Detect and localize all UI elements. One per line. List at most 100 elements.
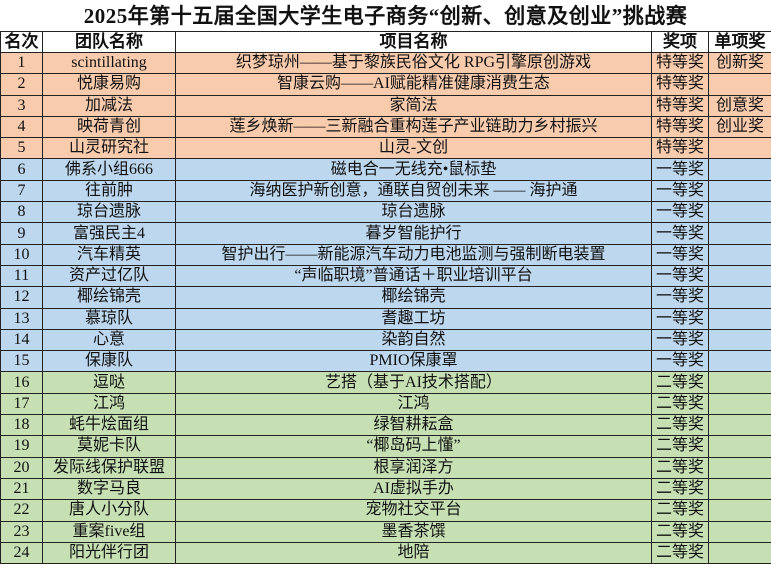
header-special[interactable]: 单项奖 (708, 31, 771, 53)
team-cell[interactable]: 重案five组 (42, 520, 176, 543)
project-cell[interactable]: 根享润泽方 (175, 456, 652, 479)
project-cell[interactable]: 宠物社交平台 (175, 499, 652, 522)
special-award-cell[interactable] (708, 73, 771, 96)
project-cell[interactable]: 暮岁智能护行 (175, 222, 652, 245)
team-cell[interactable]: 江鸿 (42, 392, 176, 416)
project-cell[interactable]: 琼台遗脉 (175, 201, 652, 224)
team-cell[interactable]: scintillating (42, 51, 176, 75)
award-cell[interactable]: 一等奖 (651, 264, 709, 288)
rank-cell[interactable]: 13 (0, 307, 43, 330)
rank-cell[interactable]: 14 (0, 328, 43, 352)
team-cell[interactable]: 往前肿 (42, 179, 176, 203)
rank-cell[interactable]: 3 (0, 94, 43, 117)
award-cell[interactable]: 二等奖 (651, 520, 709, 543)
project-cell[interactable]: 海纳医护新创意，通联自贸创未来 —— 海护通 (175, 179, 652, 203)
project-cell[interactable]: 山灵-文创 (175, 137, 652, 160)
award-cell[interactable]: 二等奖 (651, 499, 709, 522)
award-cell[interactable]: 二等奖 (651, 371, 709, 394)
rank-cell[interactable]: 21 (0, 477, 43, 501)
team-cell[interactable]: 唐人小分队 (42, 499, 176, 522)
rank-cell[interactable]: 2 (0, 73, 43, 96)
team-cell[interactable]: 慕琼队 (42, 307, 176, 330)
award-cell[interactable]: 二等奖 (651, 392, 709, 416)
special-award-cell[interactable] (708, 328, 771, 352)
team-cell[interactable]: 加减法 (42, 94, 176, 117)
team-cell[interactable]: 富强民主4 (42, 222, 176, 245)
rank-cell[interactable]: 24 (0, 541, 43, 565)
team-cell[interactable]: 发际线保护联盟 (42, 456, 176, 479)
rank-cell[interactable]: 15 (0, 350, 43, 373)
rank-cell[interactable]: 9 (0, 222, 43, 245)
project-cell[interactable]: 墨香茶馔 (175, 520, 652, 543)
project-cell[interactable]: 家简法 (175, 94, 652, 117)
award-cell[interactable]: 一等奖 (651, 243, 709, 266)
rank-cell[interactable]: 23 (0, 520, 43, 543)
rank-cell[interactable]: 10 (0, 243, 43, 266)
project-cell[interactable]: 智护出行——新能源汽车动力电池监测与强制断电装置 (175, 243, 652, 266)
award-cell[interactable]: 特等奖 (651, 73, 709, 96)
team-cell[interactable]: 莫妮卡队 (42, 435, 176, 458)
special-award-cell[interactable]: 创业奖 (708, 115, 771, 139)
rank-cell[interactable]: 4 (0, 115, 43, 139)
award-cell[interactable]: 二等奖 (651, 435, 709, 458)
special-award-cell[interactable] (708, 520, 771, 543)
rank-cell[interactable]: 18 (0, 414, 43, 437)
award-cell[interactable]: 特等奖 (651, 94, 709, 117)
project-cell[interactable]: 椰绘锦壳 (175, 286, 652, 309)
award-cell[interactable]: 特等奖 (651, 137, 709, 160)
special-award-cell[interactable] (708, 456, 771, 479)
team-cell[interactable]: 椰绘锦壳 (42, 286, 176, 309)
award-cell[interactable]: 特等奖 (651, 51, 709, 75)
project-cell[interactable]: “声临职境”普通话＋职业培训平台 (175, 264, 652, 288)
special-award-cell[interactable] (708, 392, 771, 416)
special-award-cell[interactable] (708, 137, 771, 160)
header-team[interactable]: 团队名称 (42, 31, 176, 53)
project-cell[interactable]: 莲乡焕新——三新融合重构莲子产业链助力乡村振兴 (175, 115, 652, 139)
team-cell[interactable]: 佛系小组666 (42, 158, 176, 181)
project-cell[interactable]: 染韵自然 (175, 328, 652, 352)
team-cell[interactable]: 保康队 (42, 350, 176, 373)
rank-cell[interactable]: 17 (0, 392, 43, 416)
special-award-cell[interactable] (708, 201, 771, 224)
special-award-cell[interactable] (708, 222, 771, 245)
rank-cell[interactable]: 16 (0, 371, 43, 394)
team-cell[interactable]: 资产过亿队 (42, 264, 176, 288)
team-cell[interactable]: 逗哒 (42, 371, 176, 394)
team-cell[interactable]: 蚝牛烩面组 (42, 414, 176, 437)
special-award-cell[interactable] (708, 286, 771, 309)
project-cell[interactable]: AI虚拟手办 (175, 477, 652, 501)
award-cell[interactable]: 一等奖 (651, 158, 709, 181)
header-rank[interactable]: 名次 (0, 31, 43, 53)
special-award-cell[interactable] (708, 435, 771, 458)
award-cell[interactable]: 一等奖 (651, 286, 709, 309)
rank-cell[interactable]: 19 (0, 435, 43, 458)
team-cell[interactable]: 汽车精英 (42, 243, 176, 266)
special-award-cell[interactable] (708, 541, 771, 565)
special-award-cell[interactable] (708, 307, 771, 330)
special-award-cell[interactable] (708, 477, 771, 501)
project-cell[interactable]: “椰岛码上懂” (175, 435, 652, 458)
rank-cell[interactable]: 5 (0, 137, 43, 160)
award-cell[interactable]: 一等奖 (651, 222, 709, 245)
special-award-cell[interactable] (708, 179, 771, 203)
award-cell[interactable]: 一等奖 (651, 307, 709, 330)
project-cell[interactable]: PMIO保康罩 (175, 350, 652, 373)
award-cell[interactable]: 一等奖 (651, 350, 709, 373)
special-award-cell[interactable]: 创新奖 (708, 51, 771, 75)
award-cell[interactable]: 二等奖 (651, 541, 709, 565)
special-award-cell[interactable] (708, 371, 771, 394)
team-cell[interactable]: 阳光伴行团 (42, 541, 176, 565)
rank-cell[interactable]: 20 (0, 456, 43, 479)
rank-cell[interactable]: 11 (0, 264, 43, 288)
rank-cell[interactable]: 8 (0, 201, 43, 224)
rank-cell[interactable]: 22 (0, 499, 43, 522)
rank-cell[interactable]: 1 (0, 51, 43, 75)
header-award[interactable]: 奖项 (651, 31, 709, 53)
project-cell[interactable]: 织梦琼州——基于黎族民俗文化 RPG引擎原创游戏 (175, 51, 652, 75)
special-award-cell[interactable] (708, 350, 771, 373)
award-cell[interactable]: 二等奖 (651, 414, 709, 437)
project-cell[interactable]: 地陪 (175, 541, 652, 565)
rank-cell[interactable]: 12 (0, 286, 43, 309)
team-cell[interactable]: 悦康易购 (42, 73, 176, 96)
rank-cell[interactable]: 6 (0, 158, 43, 181)
